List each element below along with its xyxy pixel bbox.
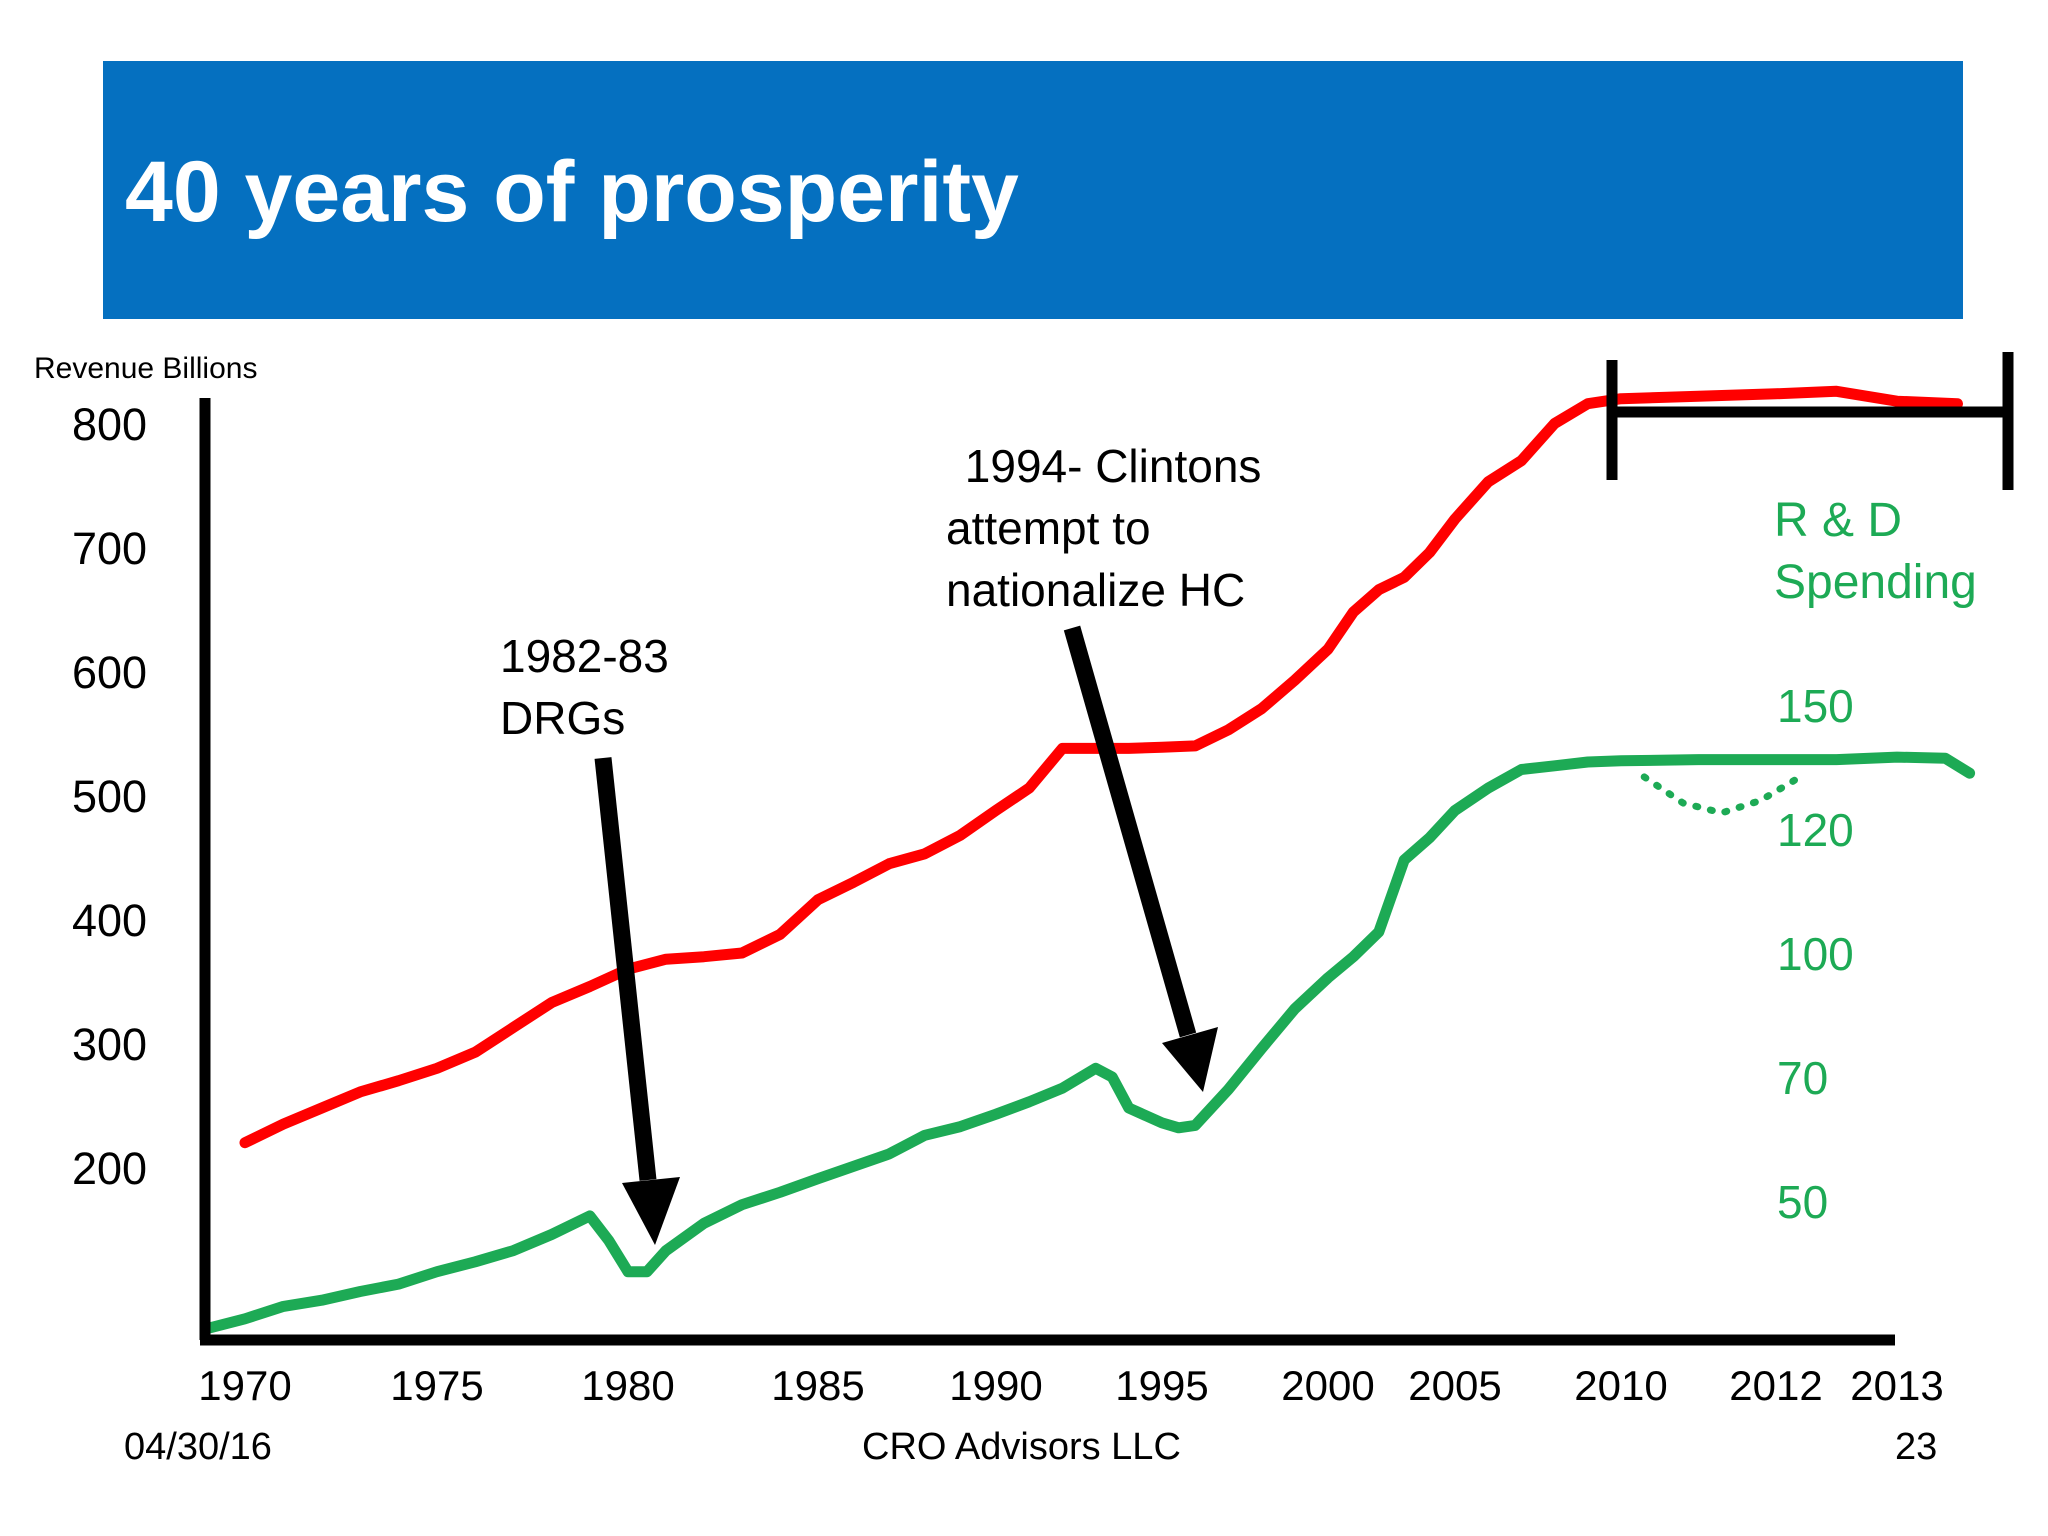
footer-date: 04/30/16 (124, 1426, 272, 1468)
right-axis-tick-label: 100 (1777, 928, 1854, 980)
rd-projection-dotted-line (1640, 773, 1804, 817)
revenue-series-line (239, 385, 1963, 1149)
x-tick-label: 1980 (581, 1362, 674, 1409)
x-tick-label: 1995 (1115, 1362, 1208, 1409)
x-tick-label: 1985 (771, 1362, 864, 1409)
x-tick-label: 1990 (949, 1362, 1042, 1409)
y-tick-label: 600 (72, 647, 147, 698)
annotation-arrows (594, 625, 1218, 1245)
right-axis-tick-label: 150 (1777, 680, 1854, 732)
footer-page-number: 23 (1895, 1426, 1938, 1468)
y-tick-label: 700 (72, 523, 147, 574)
annotation-clinton-line: attempt to (946, 502, 1151, 554)
footer-company: CRO Advisors LLC (862, 1426, 1181, 1468)
arrow-drgs-shaft (594, 757, 657, 1181)
annotation-clinton-line: 1994- Clintons (952, 440, 1261, 492)
x-tick-label: 2010 (1574, 1362, 1667, 1409)
annotation-drgs-line: DRGs (500, 692, 625, 744)
x-tick-label: 2000 (1281, 1362, 1374, 1409)
rd-spending-series-line (201, 751, 1976, 1335)
chart-text: Revenue Billions 800 700 600 500 400 300… (34, 352, 1977, 1409)
y-tick-label: 400 (72, 895, 147, 946)
y-tick-label: 300 (72, 1019, 147, 1070)
title-banner: 40 years of prosperity (103, 61, 1963, 319)
right-axis-tick-label: 50 (1777, 1176, 1828, 1228)
x-tick-label: 1970 (198, 1362, 291, 1409)
chart-lines (201, 385, 1976, 1335)
x-tick-label: 1975 (390, 1362, 483, 1409)
y-tick-label: 500 (72, 771, 147, 822)
arrow-clinton-head (1162, 1027, 1218, 1092)
y-axis-title: Revenue Billions (34, 352, 257, 385)
right-axis-tick-label: 70 (1777, 1052, 1828, 1104)
right-axis-tick-label: 120 (1777, 804, 1854, 856)
y-tick-label: 200 (72, 1143, 147, 1194)
y-tick-label: 800 (72, 399, 147, 450)
arrow-drgs-head (622, 1177, 680, 1245)
annotation-clinton-line: nationalize HC (946, 564, 1245, 616)
annotation-drgs-line: 1982-83 (500, 630, 669, 682)
rd-spending-label-line: R & D (1774, 494, 1902, 547)
chart-axes (199, 352, 2014, 1346)
rd-spending-label-line: Spending (1774, 556, 1977, 609)
x-tick-label: 2013 (1850, 1362, 1943, 1409)
arrow-clinton-shaft (1063, 625, 1197, 1038)
slide-title: 40 years of prosperity (125, 144, 1019, 240)
x-tick-label: 2012 (1729, 1362, 1822, 1409)
x-tick-label: 2005 (1408, 1362, 1501, 1409)
